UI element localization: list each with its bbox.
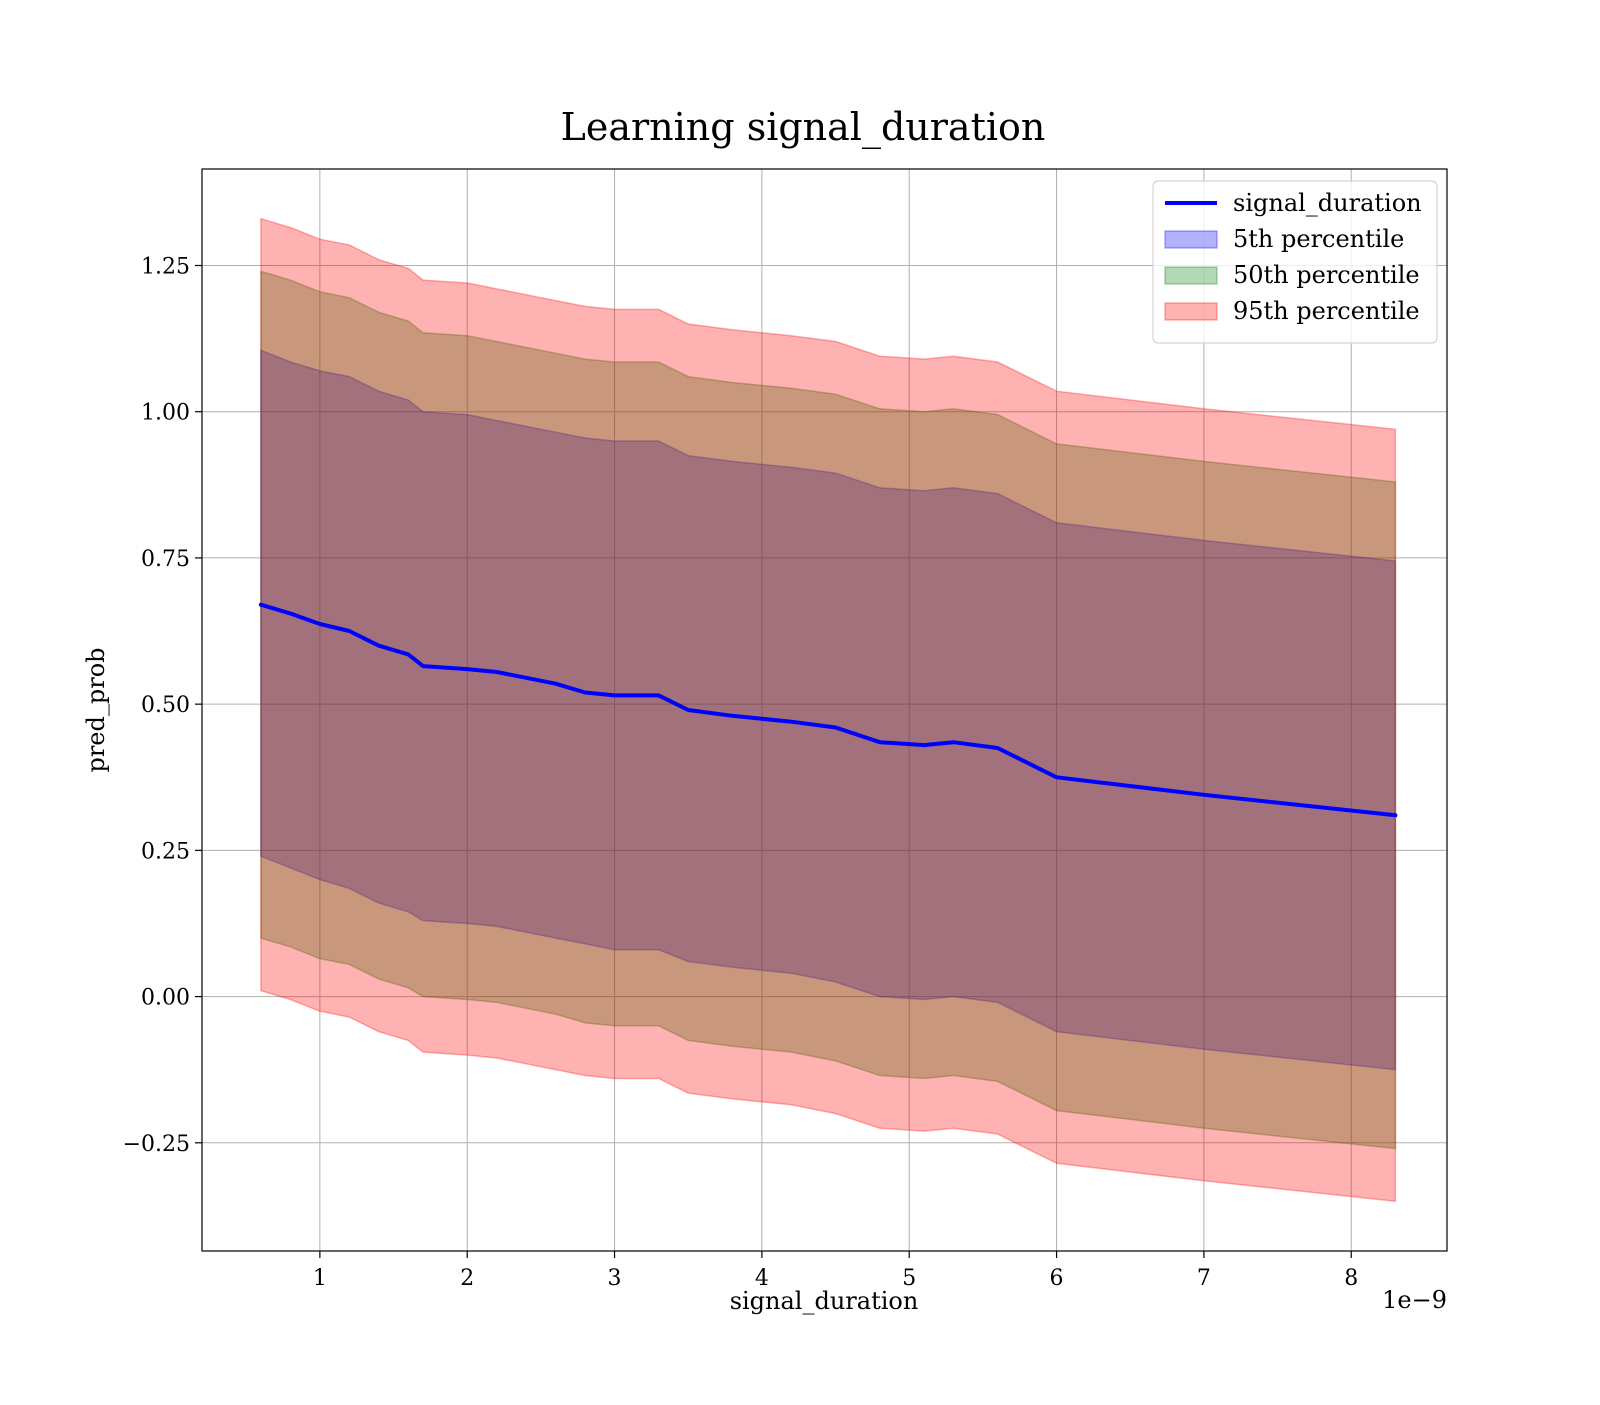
band-95th-percentile bbox=[260, 217, 1397, 1203]
legend-label: signal_duration bbox=[1233, 189, 1422, 217]
plot-frame bbox=[201, 168, 1448, 1252]
x-tick-label: 4 bbox=[755, 1266, 769, 1291]
legend-label: 95th percentile bbox=[1233, 297, 1420, 325]
legend-swatch bbox=[1164, 302, 1218, 321]
x-tick-label: 5 bbox=[902, 1266, 916, 1291]
mean-line bbox=[258, 602, 1398, 818]
legend-label: 50th percentile bbox=[1233, 261, 1420, 289]
band-5th-percentile bbox=[260, 349, 1397, 1071]
x-axis-offset-text: 1e−9 bbox=[1382, 1286, 1447, 1314]
y-tick-label: −0.25 bbox=[123, 1132, 190, 1157]
x-tick-label: 7 bbox=[1197, 1266, 1211, 1291]
y-tick-label: 0.25 bbox=[141, 839, 190, 864]
x-tick-label: 2 bbox=[460, 1266, 474, 1291]
legend-swatch bbox=[1164, 230, 1218, 249]
y-tick-label: 0.00 bbox=[141, 986, 190, 1011]
y-axis: −0.25 0.00 0.25 0.50 0.75 1.00 1.25 bbox=[123, 255, 202, 1157]
y-tick-label: 1.00 bbox=[141, 401, 190, 426]
legend-label: 5th percentile bbox=[1233, 225, 1404, 253]
y-tick-label: 1.25 bbox=[141, 255, 190, 280]
band-50th-percentile bbox=[260, 270, 1397, 1150]
x-tick-label: 1 bbox=[313, 1266, 327, 1291]
x-axis: 1 2 3 4 5 6 7 8 bbox=[313, 1251, 1358, 1291]
x-tick-label: 8 bbox=[1344, 1266, 1358, 1291]
line-signal-duration bbox=[258, 602, 1398, 818]
legend-swatch bbox=[1164, 266, 1218, 285]
y-axis-label: pred_prob bbox=[82, 647, 110, 772]
legend: signal_duration 5th percentile 50th percen… bbox=[1152, 180, 1438, 344]
x-tick-label: 3 bbox=[608, 1266, 622, 1291]
chart-title: Learning signal_duration bbox=[561, 105, 1046, 150]
x-tick-label: 6 bbox=[1050, 1266, 1064, 1291]
legend-box bbox=[1152, 180, 1438, 344]
y-tick-label: 0.50 bbox=[141, 693, 190, 718]
x-axis-label: signal_duration bbox=[730, 1287, 919, 1315]
percentile-bands bbox=[260, 217, 1397, 1203]
grid bbox=[202, 169, 1447, 1251]
y-tick-label: 0.75 bbox=[141, 547, 190, 572]
